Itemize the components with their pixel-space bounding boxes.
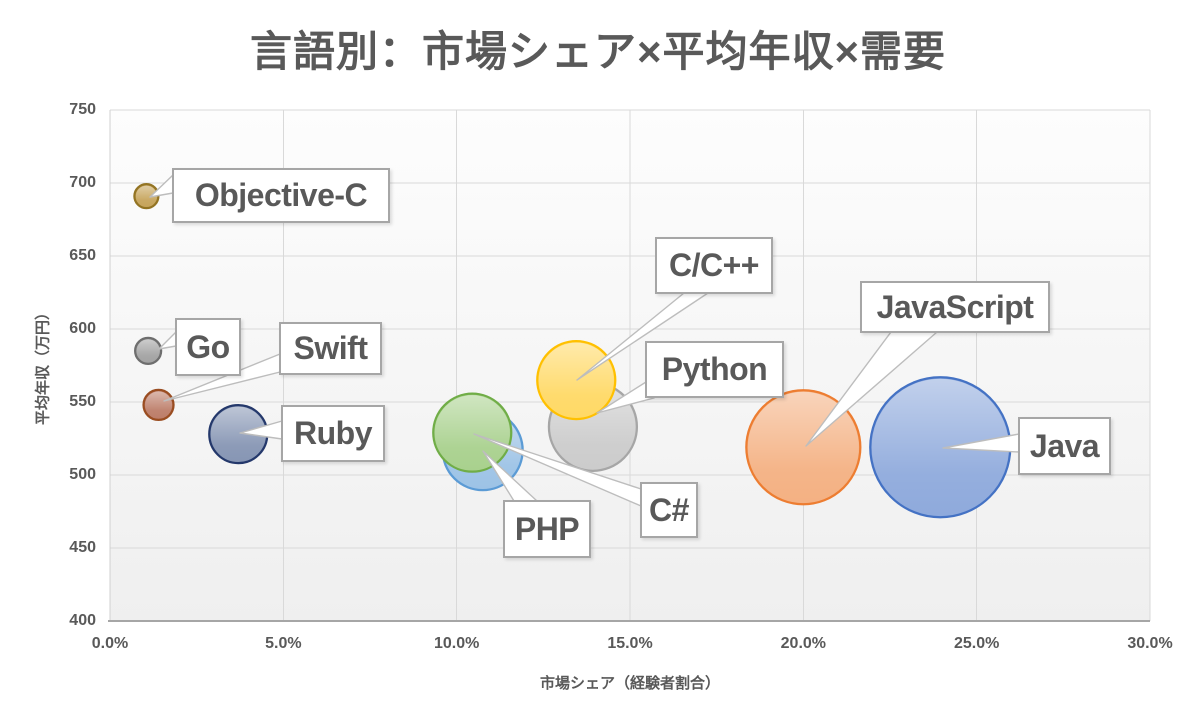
bubble-shine: [145, 391, 173, 419]
x-tick-label: 20.0%: [780, 635, 827, 652]
y-tick-label: 700: [69, 174, 96, 191]
y-tick-label: 400: [69, 612, 96, 629]
label-JavaScript[interactable]: JavaScript: [860, 281, 1050, 333]
label-Python[interactable]: Python: [645, 341, 784, 398]
label-PHP[interactable]: PHP: [503, 500, 591, 558]
label-Ruby[interactable]: Ruby: [281, 405, 385, 462]
x-tick-label: 10.0%: [433, 635, 480, 652]
x-tick-label: 0.0%: [91, 635, 129, 652]
y-tick-label: 650: [69, 247, 96, 264]
label-Java[interactable]: Java: [1018, 417, 1111, 475]
x-axis-title: 市場シェア（経験者割合）: [539, 675, 721, 692]
x-tick-label: 30.0%: [1127, 635, 1173, 652]
y-tick-label: 450: [69, 539, 96, 556]
x-tick-label: 25.0%: [953, 635, 1000, 652]
label-C#[interactable]: C#: [640, 482, 698, 538]
bubble-shine: [434, 395, 510, 471]
label-Go[interactable]: Go: [175, 318, 241, 376]
y-axis-title: 平均年収（万円）: [34, 304, 52, 426]
y-tick-label: 600: [69, 320, 96, 337]
bubble-shine: [538, 342, 614, 418]
y-tick-label: 750: [69, 101, 96, 118]
x-tick-label: 15.0%: [607, 635, 653, 652]
label-C/C++[interactable]: C/C++: [655, 237, 773, 294]
x-tick-label: 5.0%: [265, 635, 302, 652]
bubble-shine: [210, 406, 266, 462]
label-Objective-C[interactable]: Objective-C: [172, 168, 390, 223]
label-Swift[interactable]: Swift: [279, 322, 382, 375]
bubble-shine: [871, 378, 1009, 516]
y-tick-label: 550: [69, 393, 96, 410]
y-tick-label: 500: [69, 466, 96, 483]
chart-title: 言語別：市場シェア×平均年収×需要: [249, 28, 947, 75]
bubble-shine: [135, 185, 157, 207]
bubble-shine: [136, 339, 160, 363]
